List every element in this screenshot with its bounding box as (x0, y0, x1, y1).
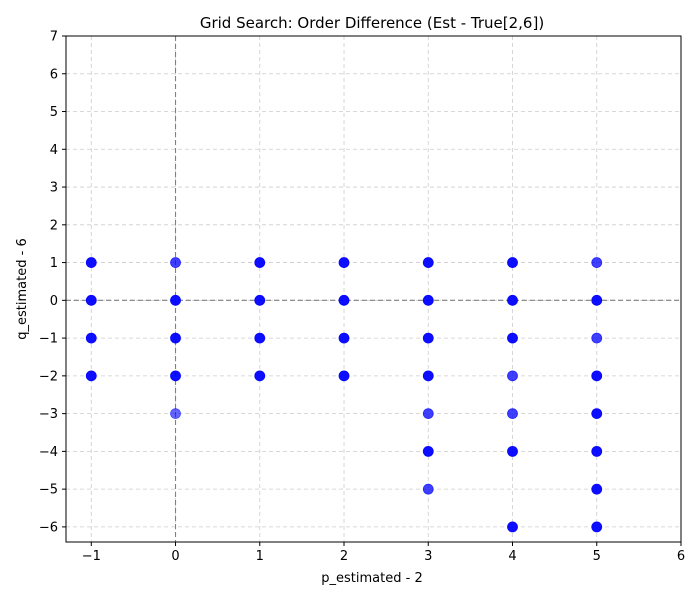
data-point (507, 370, 518, 382)
y-tick-label: −3 (39, 407, 58, 422)
data-point (338, 370, 350, 382)
y-tick-label: 4 (50, 143, 58, 158)
data-point (85, 332, 97, 344)
x-tick-label: 6 (677, 549, 685, 564)
y-tick-label: −2 (39, 369, 58, 384)
y-tick-label: 7 (50, 30, 58, 45)
data-point (422, 257, 434, 268)
data-point (254, 294, 266, 306)
data-point (507, 408, 518, 420)
x-tick-label: 0 (171, 549, 179, 564)
plot-frame (65, 35, 682, 543)
x-axis-ticks: −1 0 1 2 3 4 5 6 (82, 542, 685, 564)
data-points (85, 257, 603, 533)
x-tick-label: 3 (424, 549, 432, 564)
data-point (422, 332, 434, 344)
data-point (507, 332, 518, 344)
x-tick-label: 1 (256, 549, 264, 564)
data-point (170, 332, 181, 344)
y-tick-label: 2 (50, 218, 58, 233)
data-point (507, 521, 518, 533)
y-axis-title: q_estimated - 6 (15, 238, 30, 339)
x-tick-label: 2 (340, 549, 348, 564)
x-axis-title: p_estimated - 2 (321, 571, 422, 586)
data-point (422, 483, 434, 495)
data-point (85, 257, 97, 268)
y-tick-label: −4 (39, 445, 58, 460)
data-point (170, 257, 181, 268)
x-tick-label: −1 (82, 549, 101, 564)
grid-lines (66, 35, 682, 542)
data-point (422, 370, 434, 382)
x-tick-label: 5 (593, 549, 601, 564)
y-tick-label: 6 (50, 67, 58, 82)
data-point (591, 445, 603, 457)
y-tick-label: 5 (50, 105, 58, 120)
chart-title: Grid Search: Order Difference (Est - Tru… (200, 14, 544, 32)
data-point (422, 408, 434, 420)
data-point (338, 257, 350, 268)
y-tick-label: 0 (50, 294, 58, 309)
y-axis-ticks: −6 −5 −4 −3 −2 −1 0 1 2 3 4 5 6 7 (39, 30, 66, 535)
y-tick-label: −6 (39, 520, 58, 535)
data-point (170, 408, 181, 420)
data-point (591, 370, 603, 382)
data-point (507, 294, 518, 306)
data-point (338, 294, 350, 306)
data-point (85, 294, 97, 306)
data-point (338, 332, 350, 344)
data-point (422, 294, 434, 306)
y-tick-label: 1 (50, 256, 58, 271)
y-tick-label: 3 (50, 181, 58, 196)
data-point (85, 370, 97, 382)
data-point (591, 332, 603, 344)
data-point (254, 257, 266, 268)
data-point (507, 257, 518, 268)
data-point (170, 370, 181, 382)
x-tick-label: 4 (508, 549, 516, 564)
data-point (507, 445, 518, 457)
data-point (591, 521, 603, 533)
data-point (170, 294, 181, 306)
y-tick-label: −5 (39, 483, 58, 498)
data-point (254, 332, 266, 344)
data-point (591, 408, 603, 420)
data-point (591, 483, 603, 495)
y-tick-label: −1 (39, 332, 58, 347)
data-point (422, 445, 434, 457)
reference-lines (66, 36, 681, 542)
data-point (254, 370, 266, 382)
data-point (591, 294, 603, 306)
data-point (591, 257, 603, 268)
